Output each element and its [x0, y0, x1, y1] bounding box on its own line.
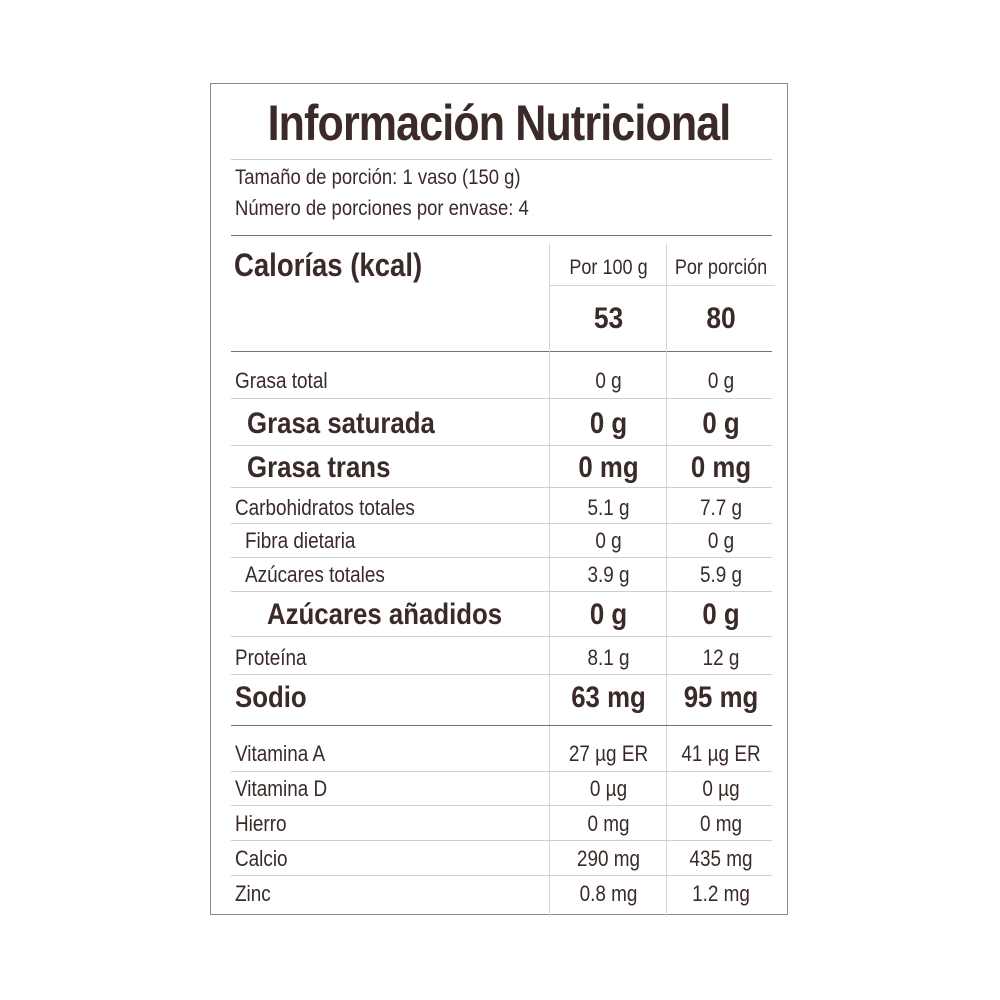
nutrient-row: Carbohidratos totales 5.1 g 7.7 g: [211, 490, 787, 526]
divider: [231, 235, 772, 236]
row-divider: [231, 398, 772, 399]
column-divider: [666, 244, 667, 916]
nutrient-name: Grasa trans: [247, 451, 391, 484]
micronutrient-per-100g: 0.8 mg: [579, 881, 638, 906]
nutrient-row: Grasa total 0 g 0 g: [211, 364, 787, 398]
nutrient-per-serving: 0 g: [702, 407, 740, 440]
nutrition-facts-label: Información Nutricional Tamaño de porció…: [210, 83, 788, 916]
row-divider: [231, 523, 772, 524]
divider: [231, 351, 772, 352]
nutrient-per-100g: 8.1 g: [587, 645, 630, 670]
per-100g-header: Por 100 g: [569, 256, 648, 279]
nutrient-per-100g: 0 g: [589, 598, 628, 631]
micronutrient-name: Calcio: [235, 846, 288, 871]
row-divider: [231, 445, 772, 446]
nutrient-name: Fibra dietaria: [245, 528, 356, 553]
micronutrient-per-100g: 0 mg: [587, 811, 630, 836]
nutrient-name: Grasa saturada: [247, 407, 435, 440]
nutrient-name: Azúcares totales: [245, 562, 385, 587]
nutrient-row: Azúcares añadidos 0 g 0 g: [211, 594, 787, 636]
nutrient-per-serving: 0 mg: [690, 451, 752, 484]
nutrient-per-100g: 0 g: [595, 528, 622, 553]
nutrient-per-100g: 0 g: [589, 407, 628, 440]
micronutrient-row: Zinc 0.8 mg 1.2 mg: [211, 877, 787, 910]
nutrient-per-100g: 0 mg: [578, 451, 639, 484]
nutrient-name: Proteína: [235, 645, 307, 670]
nutrient-per-serving: 95 mg: [683, 681, 759, 714]
nutrient-per-serving: 12 g: [702, 645, 740, 670]
nutrient-row: Fibra dietaria 0 g 0 g: [211, 526, 787, 556]
nutrient-row: Grasa saturada 0 g 0 g: [211, 402, 787, 446]
micronutrient-row: Vitamina A 27 µg ER 41 µg ER: [211, 737, 787, 771]
row-divider: [231, 875, 772, 876]
row-divider: [231, 771, 772, 772]
nutrient-row: Grasa trans 0 mg 0 mg: [211, 448, 787, 488]
row-divider: [231, 674, 772, 675]
micronutrient-per-100g: 27 µg ER: [568, 741, 649, 766]
micronutrient-per-serving: 435 mg: [689, 846, 753, 871]
nutrient-per-serving: 5.9 g: [699, 562, 743, 587]
row-divider: [231, 636, 772, 637]
divider: [231, 159, 772, 160]
micronutrient-name: Vitamina D: [235, 776, 328, 801]
row-divider: [231, 591, 772, 592]
label-title: Información Nutricional: [267, 95, 732, 151]
micronutrient-row: Hierro 0 mg 0 mg: [211, 807, 787, 840]
micronutrient-name: Hierro: [235, 811, 287, 836]
calories-label: Calorías (kcal): [234, 247, 423, 283]
servings-per-container: Número de porciones por envase: 4: [235, 197, 529, 220]
nutrient-row: Proteína 8.1 g 12 g: [211, 641, 787, 675]
micronutrient-row: Calcio 290 mg 435 mg: [211, 842, 787, 875]
micronutrient-name: Vitamina A: [235, 741, 326, 766]
nutrient-per-100g: 0 g: [595, 368, 622, 393]
nutrient-per-100g: 5.1 g: [587, 495, 630, 520]
nutrient-name: Azúcares añadidos: [267, 598, 503, 631]
row-divider: [231, 487, 772, 488]
nutrient-per-serving: 0 g: [707, 368, 735, 393]
nutrient-name: Grasa total: [235, 368, 328, 393]
nutrient-per-100g: 63 mg: [571, 681, 646, 714]
row-divider: [231, 557, 772, 558]
nutrient-per-serving: 0 g: [707, 528, 735, 553]
per-serving-header: Por porción: [674, 256, 768, 279]
nutrient-per-100g: 3.9 g: [587, 562, 630, 587]
micronutrient-per-100g: 0 µg: [589, 776, 628, 801]
row-divider: [231, 805, 772, 806]
micronutrient-row: Vitamina D 0 µg 0 µg: [211, 773, 787, 805]
nutrient-row: Sodio 63 mg 95 mg: [211, 676, 787, 720]
micronutrient-per-100g: 290 mg: [576, 846, 641, 871]
micronutrient-per-serving: 0 µg: [702, 776, 740, 801]
nutrient-per-serving: 0 g: [702, 598, 740, 631]
micronutrient-per-serving: 1.2 mg: [692, 881, 750, 906]
nutrient-row: Azúcares totales 3.9 g 5.9 g: [211, 559, 787, 591]
divider: [550, 285, 775, 286]
serving-size: Tamaño de porción: 1 vaso (150 g): [235, 166, 521, 189]
nutrient-per-serving: 7.7 g: [699, 495, 743, 520]
divider: [231, 725, 772, 726]
micronutrient-per-serving: 0 mg: [699, 811, 743, 836]
micronutrient-per-serving: 41 µg ER: [681, 741, 761, 766]
row-divider: [231, 840, 772, 841]
column-divider: [549, 244, 550, 916]
nutrient-name: Sodio: [235, 681, 307, 714]
calories-per-100g: 53: [593, 302, 624, 335]
nutrient-name: Carbohidratos totales: [235, 495, 415, 520]
calories-per-serving: 80: [706, 302, 736, 335]
micronutrient-name: Zinc: [235, 881, 271, 906]
